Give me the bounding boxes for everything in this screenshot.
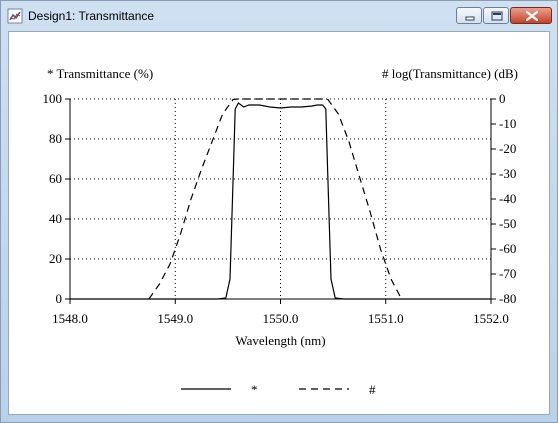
window-title: Design1: Transmittance bbox=[28, 9, 155, 23]
title-bar[interactable]: Design1: Transmittance bbox=[1, 1, 557, 31]
y-axis-left-label: * Transmittance (%) bbox=[47, 66, 153, 81]
legend-label: # bbox=[369, 382, 376, 397]
x-tick-label: 1548.0 bbox=[52, 311, 88, 326]
chart-icon bbox=[7, 8, 23, 24]
y-tick-label-left: 60 bbox=[49, 171, 62, 186]
y-tick-label-left: 0 bbox=[56, 291, 63, 306]
y-tick-label-right: -50 bbox=[499, 216, 516, 231]
x-tick-label: 1549.0 bbox=[157, 311, 193, 326]
close-button[interactable] bbox=[510, 7, 552, 24]
y-tick-label-left: 80 bbox=[49, 131, 62, 146]
legend-label: * bbox=[251, 382, 258, 397]
y-tick-label-left: 40 bbox=[49, 211, 62, 226]
y-tick-label-right: -60 bbox=[499, 241, 516, 256]
y-tick-label-right: 0 bbox=[499, 91, 506, 106]
maximize-button[interactable] bbox=[483, 7, 509, 24]
y-tick-label-right: -80 bbox=[499, 291, 516, 306]
x-tick-label: 1552.0 bbox=[473, 311, 509, 326]
series-line-hash bbox=[148, 98, 403, 300]
x-tick-label: 1550.0 bbox=[263, 311, 299, 326]
minimize-icon bbox=[465, 16, 475, 21]
y-tick-label-right: -20 bbox=[499, 141, 516, 156]
x-axis-label: Wavelength (nm) bbox=[235, 333, 325, 348]
chart-area: 1548.0 1549.0 1550.0 1551.0 1552.0 0 20 40 60 80 1… bbox=[8, 31, 550, 415]
y-axis-right-label: # log(Transmittance) (dB) bbox=[382, 66, 518, 81]
maximize-icon bbox=[491, 11, 503, 21]
series-line-star bbox=[70, 102, 491, 300]
transmittance-chart: 1548.0 1549.0 1550.0 1551.0 1552.0 0 20 40 60 80 1… bbox=[43, 66, 519, 397]
y-tick-label-left: 20 bbox=[49, 251, 62, 266]
y-tick-label-right: -40 bbox=[499, 191, 516, 206]
close-icon bbox=[525, 10, 539, 22]
x-tick-label: 1551.0 bbox=[368, 311, 404, 326]
y-tick-label-right: -10 bbox=[499, 116, 516, 131]
minimize-button[interactable] bbox=[456, 7, 482, 24]
y-tick-label-right: -70 bbox=[499, 266, 516, 281]
y-tick-label-left: 100 bbox=[43, 91, 63, 106]
y-tick-label-right: -30 bbox=[499, 166, 516, 181]
